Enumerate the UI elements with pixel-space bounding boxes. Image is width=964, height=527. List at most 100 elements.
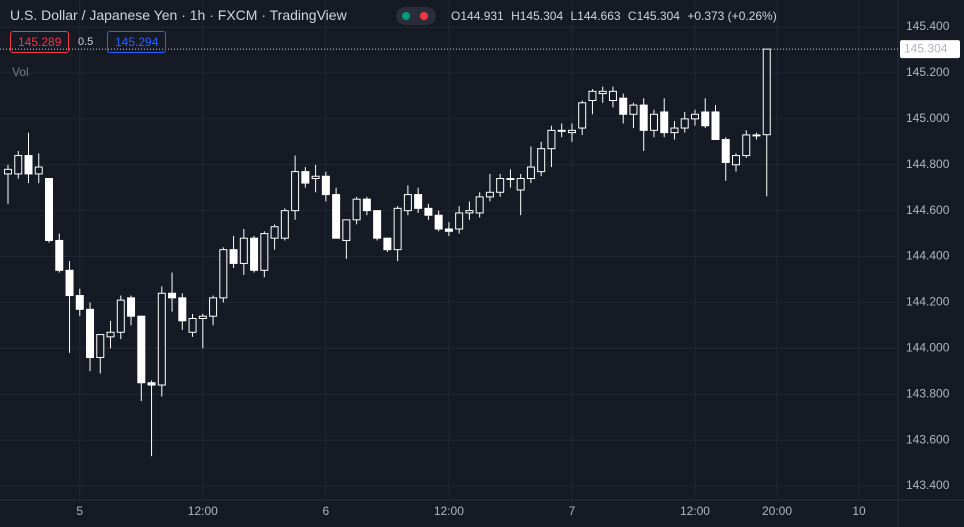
candle-body: [578, 102, 587, 129]
y-tick-label: 144.000: [906, 340, 950, 354]
candle-body: [608, 90, 617, 102]
candle-body: [55, 239, 64, 271]
candle-body: [465, 210, 474, 214]
y-tick-label: 143.400: [906, 478, 950, 492]
candle-body: [588, 90, 597, 102]
candle-body: [352, 198, 361, 221]
candle-body: [762, 48, 771, 136]
candle-body: [639, 104, 648, 131]
candle-body: [14, 155, 23, 175]
candle-body: [321, 175, 330, 196]
close-value: 145.304: [636, 9, 680, 23]
candle-body: [619, 97, 628, 115]
sell-button[interactable]: 145.289: [10, 31, 70, 53]
volume-label[interactable]: Vol: [12, 65, 29, 79]
x-tick-label: 12:00: [188, 504, 218, 518]
candle-body: [455, 212, 464, 230]
candle-body: [598, 90, 607, 95]
candle-body: [444, 228, 453, 232]
candle-body: [680, 118, 689, 129]
y-tick-label: 144.800: [906, 157, 950, 171]
candle-body: [670, 127, 679, 134]
x-tick-label: 12:00: [434, 504, 464, 518]
candle-body: [557, 129, 566, 132]
candle-body: [86, 308, 95, 359]
last-price-tag: 145.304: [904, 41, 948, 55]
y-tick-label: 143.600: [906, 432, 950, 446]
candle-body: [188, 317, 197, 333]
open-value: 144.931: [460, 9, 504, 23]
candle-body: [660, 111, 669, 134]
open-key: O: [451, 9, 461, 23]
candle-body: [731, 155, 740, 166]
candle-body: [629, 104, 638, 115]
candle-body: [649, 113, 658, 131]
candle-body: [106, 331, 115, 338]
candle-body: [301, 171, 310, 184]
candle-body: [260, 233, 269, 271]
candle-body: [311, 175, 320, 180]
symbol-header[interactable]: U.S. Dollar / Japanese Yen · 1h · FXCM ·…: [10, 7, 349, 23]
x-tick-label: 5: [76, 504, 83, 518]
candle-body: [34, 166, 43, 175]
ohlc-legend: O144.931 H145.304 L144.663 C145.304 +0.3…: [451, 9, 781, 23]
candle-body: [690, 113, 699, 120]
y-tick-label: 144.200: [906, 295, 950, 309]
candle-body: [362, 198, 371, 212]
candle-body: [711, 111, 720, 141]
candle-body: [537, 148, 546, 173]
y-tick-label: 145.400: [906, 19, 950, 33]
candle-body: [168, 292, 177, 299]
y-tick-label: 145.000: [906, 111, 950, 125]
candle-body: [506, 178, 515, 181]
candle-body: [516, 178, 525, 191]
candle-body: [393, 207, 402, 251]
candle-body: [701, 111, 710, 127]
x-tick-label: 7: [569, 504, 576, 518]
candle-body: [280, 210, 289, 239]
last-price-tag-bg: [900, 40, 960, 59]
candle-body: [414, 194, 423, 209]
candle-body: [157, 292, 166, 386]
candle-body: [116, 299, 125, 333]
candle-body: [147, 382, 156, 386]
candle-body: [342, 219, 351, 241]
candle-body: [239, 237, 248, 264]
y-tick-label: 144.400: [906, 249, 950, 263]
symbol-title: U.S. Dollar / Japanese Yen · 1h · FXCM ·…: [10, 7, 347, 23]
candle-body: [3, 168, 12, 175]
x-tick-label: 12:00: [680, 504, 710, 518]
candle-body: [65, 269, 74, 297]
x-tick-label: 10: [852, 504, 866, 518]
y-tick-label: 144.600: [906, 203, 950, 217]
candle-body: [742, 134, 751, 157]
candle-body: [127, 297, 136, 317]
low-value: 144.663: [577, 9, 621, 23]
buy-button[interactable]: 145.294: [107, 31, 167, 53]
candle-body: [219, 249, 228, 299]
candle-body: [75, 295, 84, 310]
toggle[interactable]: [396, 7, 436, 25]
candle-body: [198, 315, 207, 319]
candle-body: [332, 194, 341, 239]
candle-body: [424, 207, 433, 216]
candle-body: [178, 297, 187, 322]
candle-body: [403, 194, 412, 212]
candle-body: [547, 129, 556, 150]
candle-body: [752, 134, 761, 137]
candle-body: [567, 129, 576, 134]
candle-body: [373, 210, 382, 239]
x-tick-label: 20:00: [762, 504, 792, 518]
high-key: H: [511, 9, 520, 23]
candle-body: [270, 226, 279, 239]
candle-body: [475, 196, 484, 214]
y-tick-label: 145.200: [906, 65, 950, 79]
y-tick-label: 143.800: [906, 386, 950, 400]
close-key: C: [627, 9, 637, 23]
candle-body: [383, 237, 392, 251]
candle-body: [96, 334, 105, 359]
change: +0.373 (+0.26%): [687, 9, 777, 23]
candle-body: [45, 178, 54, 241]
